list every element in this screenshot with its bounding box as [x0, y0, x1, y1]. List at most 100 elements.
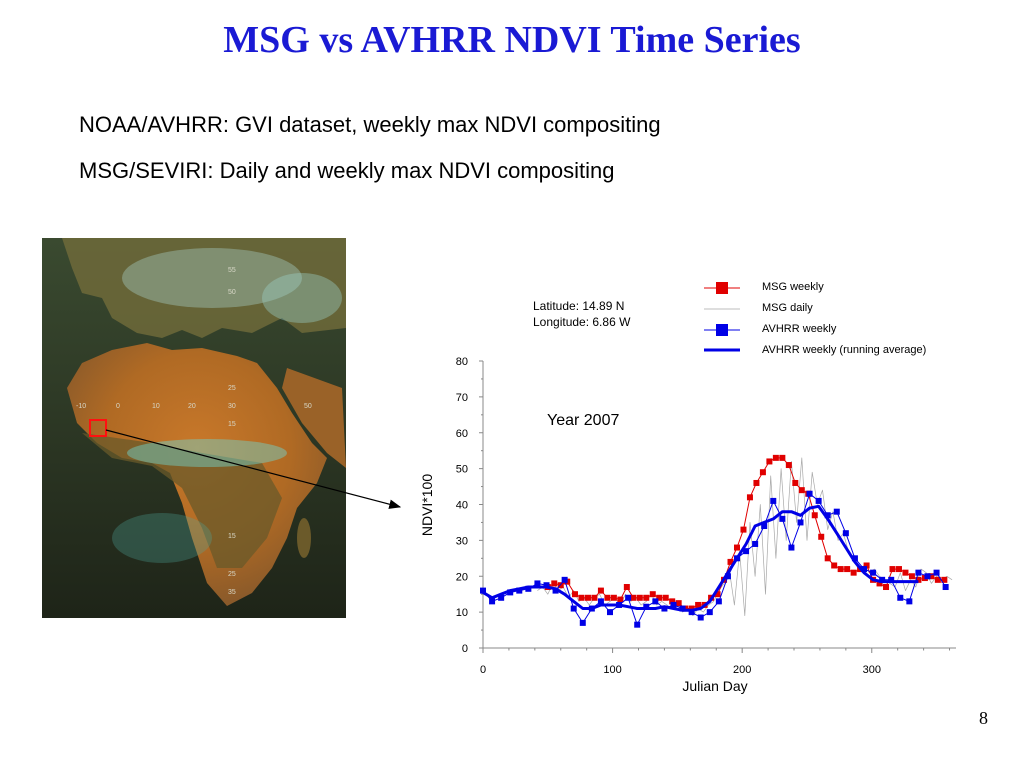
- data-point-avhrr-weekly: [643, 603, 650, 610]
- map-lat-label: 35: [228, 589, 236, 596]
- data-point-msg-weekly: [656, 594, 663, 601]
- data-point-msg-weekly: [753, 479, 760, 486]
- data-point-msg-weekly: [551, 580, 558, 587]
- data-point-msg-weekly: [850, 569, 857, 576]
- y-tick-label: 80: [456, 356, 468, 368]
- data-point-msg-weekly: [759, 469, 766, 476]
- data-point-avhrr-weekly: [833, 508, 840, 515]
- x-tick-label: 100: [603, 664, 621, 676]
- data-point-msg-weekly: [630, 594, 637, 601]
- map-lat-label: 25: [228, 571, 236, 578]
- africa-satellite-map: 55 50 25 15 15 25 35 -10 0 10 20 30 50: [42, 238, 346, 618]
- data-point-msg-weekly: [792, 479, 799, 486]
- x-tick-label: 0: [480, 664, 486, 676]
- legend-avhrr-weekly-marker: [716, 324, 728, 336]
- data-point-avhrr-weekly: [752, 540, 759, 547]
- data-point-msg-weekly: [591, 594, 598, 601]
- data-point-msg-weekly: [617, 596, 624, 603]
- y-tick-label: 40: [456, 500, 468, 512]
- map-lat-label: 50: [228, 289, 236, 296]
- europe-landmass: [62, 238, 346, 338]
- data-point-avhrr-weekly: [915, 569, 922, 576]
- data-point-msg-weekly: [643, 594, 650, 601]
- data-point-avhrr-weekly: [743, 548, 750, 555]
- data-point-avhrr-weekly: [480, 587, 486, 594]
- data-point-msg-weekly: [675, 600, 682, 607]
- map-lon-label: 30: [228, 403, 236, 410]
- data-point-msg-weekly: [669, 598, 676, 605]
- arabia-landmass: [282, 368, 346, 468]
- data-point-avhrr-weekly: [697, 614, 704, 621]
- legend-avhrr-avg-label: AVHRR weekly (running average): [762, 344, 926, 356]
- data-point-msg-weekly: [636, 594, 643, 601]
- data-point-msg-weekly: [695, 601, 702, 608]
- data-point-avhrr-weekly: [552, 587, 559, 594]
- map-lon-label: 10: [152, 403, 160, 410]
- site-marker-box: [89, 419, 107, 437]
- map-lat-label: 55: [228, 267, 236, 274]
- data-point-msg-weekly: [941, 576, 948, 583]
- data-point-msg-weekly: [727, 558, 734, 565]
- latitude-annotation: Latitude: 14.89 N: [533, 299, 624, 313]
- data-point-msg-weekly: [824, 555, 831, 562]
- data-point-avhrr-weekly: [625, 594, 632, 601]
- data-point-msg-weekly: [584, 594, 591, 601]
- data-point-msg-weekly: [779, 454, 786, 461]
- cloud-south: [112, 513, 212, 563]
- data-point-avhrr-weekly: [706, 609, 713, 616]
- data-point-avhrr-weekly: [561, 576, 568, 583]
- data-point-msg-weekly: [889, 566, 896, 573]
- data-point-avhrr-weekly: [579, 619, 586, 626]
- map-lat-label: 15: [228, 421, 236, 428]
- data-point-msg-weekly: [934, 576, 941, 583]
- data-point-msg-weekly: [746, 494, 753, 501]
- data-point-avhrr-weekly: [879, 576, 886, 583]
- y-tick-label: 30: [456, 535, 468, 547]
- data-point-msg-weekly: [798, 487, 805, 494]
- chart-axes: 0 10 20 30 40 50 60 70 80 0 100 200 300: [456, 356, 956, 676]
- data-point-avhrr-weekly: [652, 598, 659, 605]
- data-point-msg-weekly: [811, 512, 818, 519]
- data-point-avhrr-weekly: [824, 512, 831, 519]
- data-point-msg-weekly: [578, 594, 585, 601]
- data-point-avhrr-weekly: [888, 576, 895, 583]
- data-point-msg-weekly: [831, 562, 838, 569]
- data-point-avhrr-weekly: [779, 515, 786, 522]
- data-point-msg-weekly: [623, 584, 630, 591]
- data-point-avhrr-weekly: [507, 589, 514, 596]
- data-point-msg-weekly: [662, 594, 669, 601]
- data-point-avhrr-weekly: [634, 621, 641, 628]
- series-line-avhrr-weekly-running-average: [482, 504, 919, 612]
- data-point-avhrr-weekly: [797, 519, 804, 526]
- data-point-avhrr-weekly: [534, 580, 541, 587]
- pointer-arrow: [105, 429, 402, 509]
- x-tick-label: 200: [733, 664, 751, 676]
- subtitle-line-msg: MSG/SEVIRI: Daily and weekly max NDVI co…: [79, 158, 615, 183]
- y-tick-label: 50: [456, 464, 468, 476]
- data-point-avhrr-weekly: [489, 598, 496, 605]
- madagascar: [297, 518, 311, 558]
- data-point-msg-weekly: [714, 591, 721, 598]
- map-lon-label: 20: [188, 403, 196, 410]
- data-point-msg-weekly: [818, 533, 825, 540]
- data-point-avhrr-weekly: [597, 598, 604, 605]
- data-point-msg-weekly: [844, 566, 851, 573]
- y-tick-label: 70: [456, 392, 468, 404]
- y-tick-label: 10: [456, 607, 468, 619]
- data-point-avhrr-weekly: [670, 601, 677, 608]
- data-point-msg-weekly: [902, 569, 909, 576]
- map-lon-label: 50: [304, 403, 312, 410]
- data-point-avhrr-weekly: [661, 605, 668, 612]
- data-point-msg-weekly: [649, 591, 656, 598]
- data-point-msg-weekly: [876, 580, 883, 587]
- map-lon-label: 0: [116, 403, 120, 410]
- data-point-avhrr-weekly: [788, 544, 795, 551]
- y-axis-title: NDVI*100: [419, 474, 435, 536]
- data-point-msg-weekly: [572, 591, 579, 598]
- data-point-msg-weekly: [688, 605, 695, 612]
- data-point-msg-weekly: [908, 573, 915, 580]
- data-point-avhrr-weekly: [860, 566, 867, 573]
- subtitle-line-avhrr: NOAA/AVHRR: GVI dataset, weekly max NDVI…: [79, 112, 661, 137]
- data-point-avhrr-weekly: [933, 569, 940, 576]
- y-tick-label: 20: [456, 571, 468, 583]
